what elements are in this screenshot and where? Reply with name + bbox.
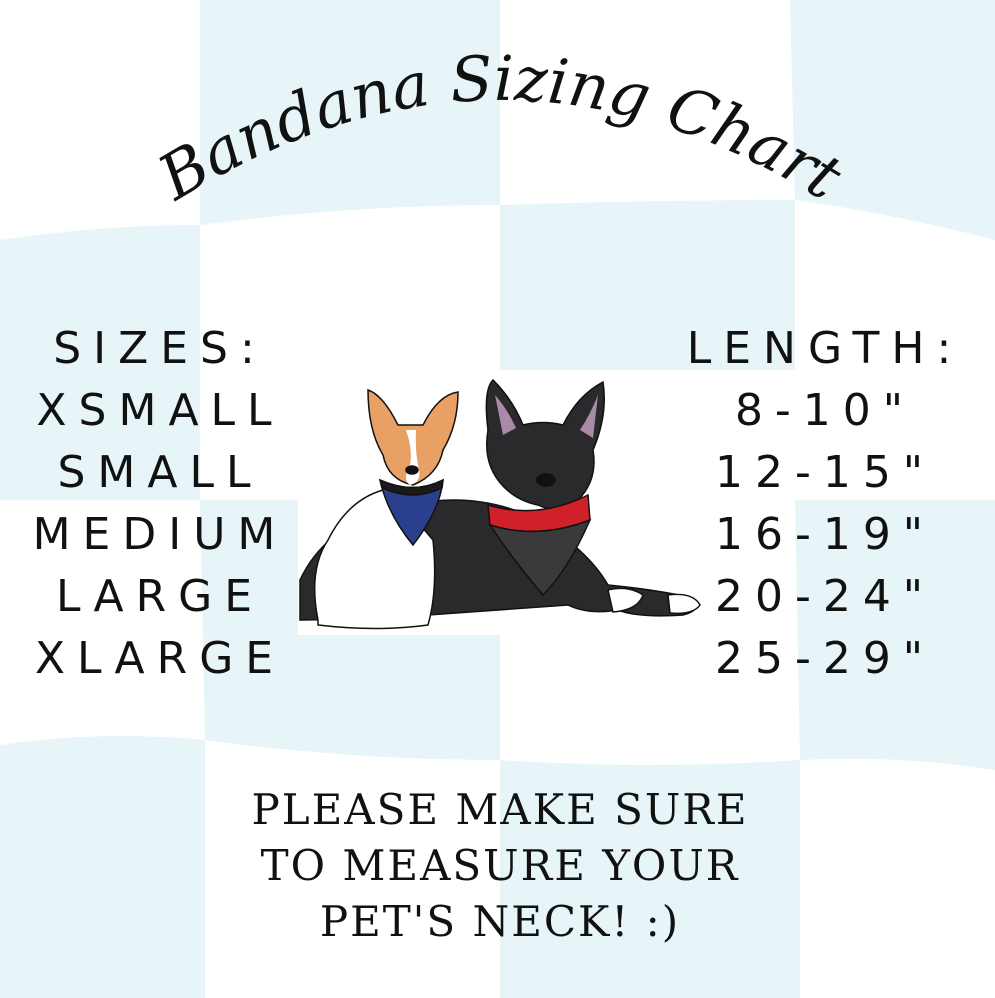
lengths-header: LENGTH:	[686, 323, 964, 374]
size-item: MEDIUM	[32, 509, 288, 560]
length-item: 25-29"	[714, 633, 936, 684]
note-line: PLEASE MAKE SURE	[251, 785, 749, 834]
lengths-column: LENGTH: 8-10" 12-15" 16-19" 20-24" 25-29…	[660, 318, 990, 690]
note-line: TO MEASURE YOUR	[260, 841, 740, 890]
dogs-illustration	[298, 370, 708, 635]
size-item: XLARGE	[34, 633, 286, 684]
note-line: PET'S NECK! :)	[319, 897, 681, 946]
length-item: 20-24"	[714, 571, 936, 622]
page-title: Bandana Sizing Chart	[145, 42, 854, 215]
svg-text:Bandana Sizing Chart: Bandana Sizing Chart	[145, 42, 854, 215]
measure-note: PLEASE MAKE SURE TO MEASURE YOUR PET'S N…	[200, 782, 800, 950]
length-item: 12-15"	[714, 447, 936, 498]
title-curved: Bandana Sizing Chart	[145, 42, 854, 215]
length-item: 8-10"	[734, 385, 916, 436]
length-item: 16-19"	[714, 509, 936, 560]
sizes-column: SIZES: XSMALL SMALL MEDIUM LARGE XLARGE	[0, 318, 320, 690]
sizes-header: SIZES:	[53, 323, 267, 374]
size-item: LARGE	[55, 571, 265, 622]
size-item: SMALL	[57, 447, 263, 498]
size-item: XSMALL	[36, 385, 284, 436]
small-dog	[313, 388, 459, 630]
